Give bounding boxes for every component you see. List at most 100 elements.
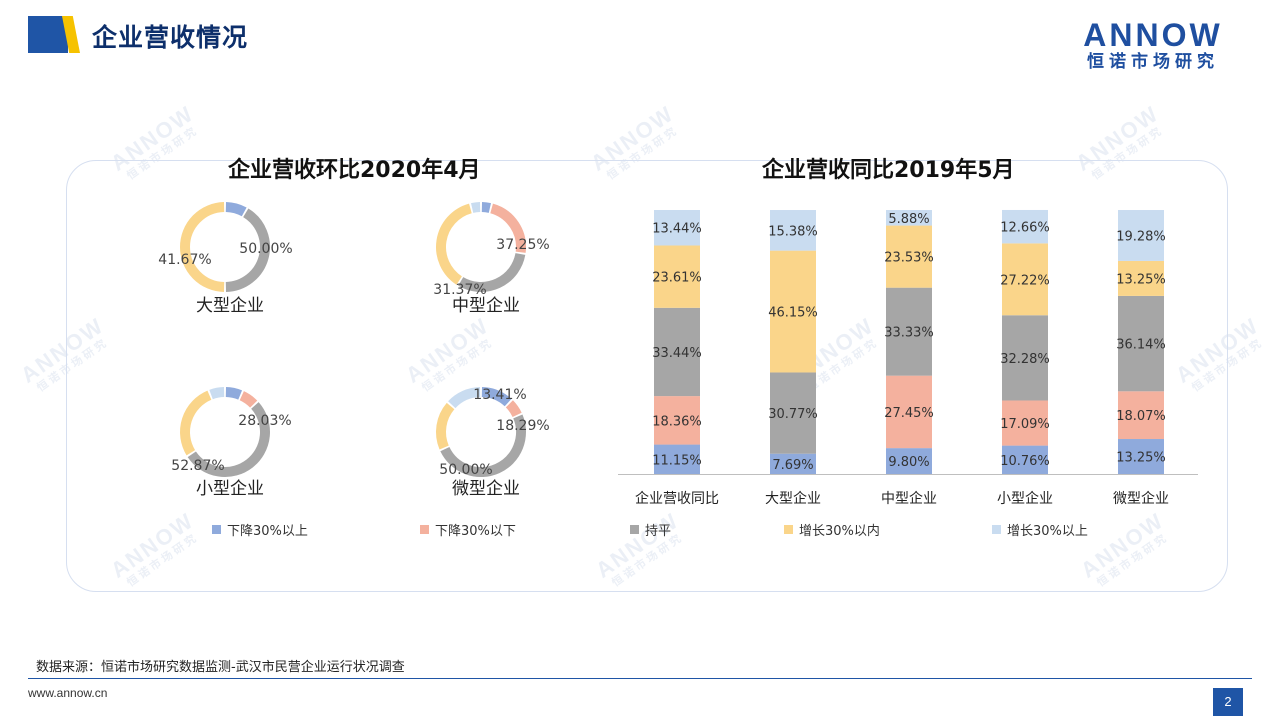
bar-value-label: 32.28% — [1000, 352, 1050, 367]
bar-segment — [1002, 315, 1048, 401]
bar-value-label: 11.15% — [652, 453, 702, 468]
bar-value-label: 33.44% — [652, 346, 702, 361]
bar-value-label: 13.25% — [1116, 272, 1166, 287]
bar-segment — [1002, 209, 1048, 244]
bar-value-label: 23.61% — [652, 271, 702, 286]
bar-segment — [1118, 210, 1164, 261]
data-source: 数据来源：恒诺市场研究数据监测-武汉市民营企业运行状况调查 — [36, 660, 405, 675]
bar-segment — [1118, 391, 1164, 440]
donut-segment — [187, 402, 270, 477]
donut-segment — [180, 390, 212, 456]
donut-segment — [458, 252, 526, 292]
donut-value-label: 50.00% — [239, 241, 292, 257]
donut-segment — [180, 202, 225, 292]
bar-value-label: 46.15% — [768, 306, 818, 321]
annow-logo: ANNOW 恒诺市场研究 — [1068, 18, 1238, 72]
donut-value-label: 52.87% — [171, 458, 224, 474]
donut-segment — [481, 202, 491, 213]
legend-item-down-over-30: 下降30%以上 — [212, 520, 308, 539]
bar-value-label: 13.25% — [1116, 451, 1166, 466]
bar-category-label: 微型企业 — [1113, 490, 1169, 507]
bar-segment — [654, 307, 700, 397]
website-link[interactable]: www.annow.cn — [28, 686, 108, 700]
bar-value-label: 12.66% — [1000, 221, 1050, 236]
donut-segment — [209, 387, 225, 400]
bar-chart-title: 企业营收同比2019年5月 — [762, 158, 1015, 183]
legend-label: 持平 — [645, 524, 672, 539]
bar-segment — [886, 287, 932, 376]
bar-segment — [770, 453, 816, 474]
donut-category-label: 中型企业 — [452, 296, 520, 316]
bar-value-label: 18.36% — [652, 414, 702, 429]
donut-category-label: 微型企业 — [452, 479, 520, 499]
legend-item-up-over-30: 增长30%以上 — [992, 520, 1088, 539]
bar-value-label: 36.14% — [1116, 338, 1166, 353]
bar-category-label: 小型企业 — [997, 490, 1053, 507]
donut-category-label: 小型企业 — [196, 479, 264, 499]
donut-segment — [225, 202, 247, 217]
donut-value-label: 41.67% — [158, 252, 211, 268]
legend-label: 增长30%以内 — [799, 524, 880, 539]
donut-value-label: 18.29% — [496, 418, 549, 434]
legend-swatch — [420, 525, 429, 534]
bar-value-label: 30.77% — [768, 407, 818, 422]
bar-segment — [886, 375, 932, 449]
bar-value-label: 9.80% — [888, 455, 929, 470]
bar-value-label: 27.22% — [1000, 273, 1050, 288]
bar-segment — [1002, 400, 1048, 446]
header-blue-block — [28, 16, 68, 53]
donut-segment — [481, 387, 512, 407]
legend-item-up-within-30: 增长30%以内 — [784, 520, 880, 539]
legend-item-flat: 持平 — [630, 520, 671, 539]
bar-segment — [770, 210, 816, 251]
donut-value-label: 28.03% — [238, 413, 291, 429]
donut-segment — [448, 387, 481, 409]
logo-sub: 恒诺市场研究 — [1087, 52, 1219, 72]
bar-segment — [886, 210, 932, 226]
bar-segment — [770, 372, 816, 454]
donut-segment — [505, 400, 522, 418]
bar-value-label: 7.69% — [772, 458, 813, 473]
donut-chart-title: 企业营收环比2020年4月 — [228, 158, 481, 183]
donut-value-label: 50.00% — [439, 462, 492, 478]
donut-value-label: 13.41% — [473, 387, 526, 403]
bar-segment — [654, 444, 700, 474]
bar-value-label: 5.88% — [888, 212, 929, 227]
donut-segment — [225, 387, 243, 400]
bar-segment — [654, 210, 700, 246]
bar-segment — [1002, 243, 1048, 316]
bar-value-label: 33.33% — [884, 326, 934, 341]
bar-segment — [1118, 295, 1164, 392]
bar-category-label: 中型企业 — [881, 490, 937, 507]
donut-segment — [436, 402, 455, 450]
donut-segment — [471, 202, 481, 213]
bar-segment — [654, 245, 700, 308]
legend-label: 下降30%以下 — [435, 524, 516, 539]
donut-segment — [225, 208, 270, 292]
bar-value-label: 15.38% — [768, 224, 818, 239]
donut-segment — [490, 203, 526, 253]
bar-value-label: 18.07% — [1116, 409, 1166, 424]
bar-segment — [1118, 439, 1164, 474]
bar-value-label: 17.09% — [1000, 417, 1050, 432]
donut-segment — [436, 203, 472, 285]
legend-item-down-within-30: 下降30%以下 — [420, 520, 516, 539]
chart-panel — [66, 160, 1228, 592]
legend: 下降30%以上 下降30%以下 持平 增长30%以内 增长30%以上 — [0, 520, 1280, 540]
page-number: 2 — [1213, 688, 1243, 716]
logo-word: ANNOW — [1083, 17, 1223, 53]
legend-swatch — [784, 525, 793, 534]
footer-divider — [28, 678, 1252, 679]
bar-value-label: 23.53% — [884, 251, 934, 266]
bar-segment — [1118, 260, 1164, 296]
legend-swatch — [992, 525, 1001, 534]
bar-segment — [886, 448, 932, 474]
bar-value-label: 10.76% — [1000, 454, 1050, 469]
legend-label: 下降30%以上 — [227, 524, 308, 539]
bar-segment — [1002, 445, 1048, 474]
bar-value-label: 27.45% — [884, 406, 934, 421]
donut-category-label: 大型企业 — [196, 296, 264, 316]
bar-segment — [770, 250, 816, 373]
bar-value-label: 13.44% — [652, 222, 702, 237]
